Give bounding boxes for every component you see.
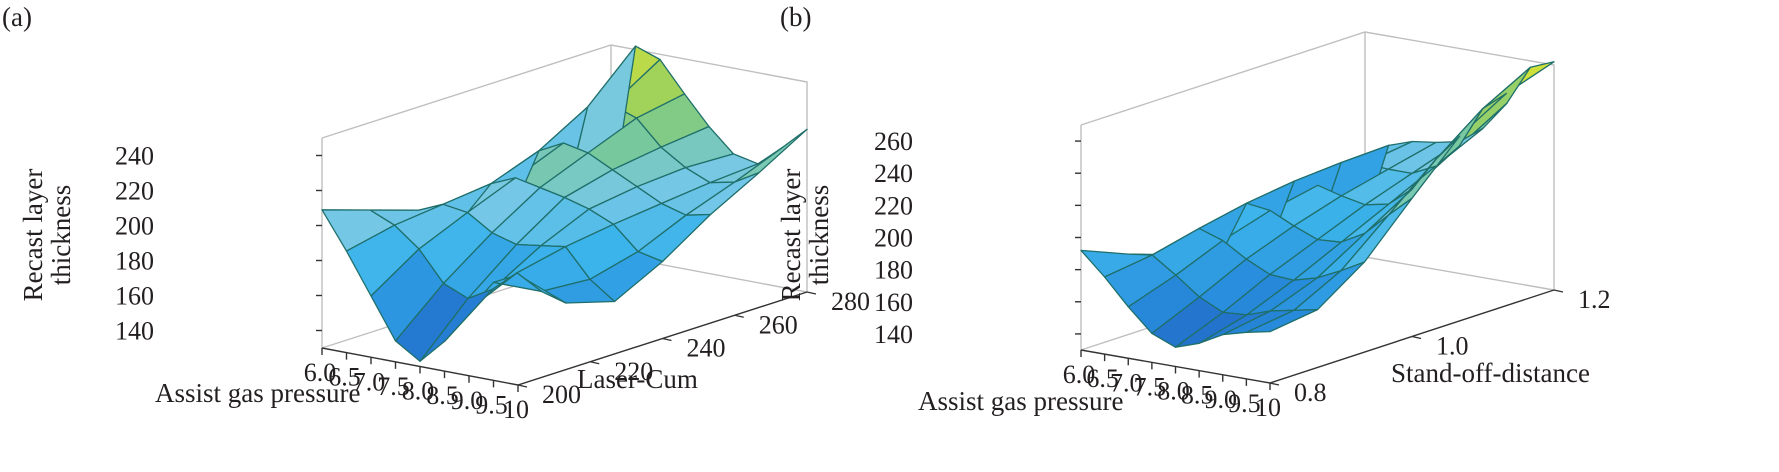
x-tick-label: 9.5 — [475, 390, 508, 419]
x-tick-label: 7.0 — [1110, 368, 1143, 397]
z-axis-label-line: Recast layer — [776, 169, 806, 302]
x-tick-label: 8.0 — [1157, 377, 1190, 406]
y-tick-label: 280 — [831, 287, 870, 316]
x-tick-label: 8.5 — [1181, 381, 1214, 410]
y-tick-label: 0.8 — [1294, 378, 1327, 407]
y-tick-label: 260 — [759, 310, 798, 339]
x-tick-label: 9.5 — [1228, 389, 1261, 418]
z-tick-label: 180 — [874, 256, 913, 285]
x-tick-label: 8.5 — [426, 381, 459, 410]
x-tick-label: 7.0 — [353, 367, 386, 396]
y-tick-mark — [517, 384, 528, 388]
y-tick-mark — [1411, 335, 1422, 340]
y-tick-label: 1.2 — [1578, 285, 1611, 314]
z-tick-label: 200 — [115, 212, 154, 241]
y-tick-label: 220 — [614, 357, 653, 386]
z-tick-label: 160 — [874, 288, 913, 317]
chart-panel-b: 1401601802002202402606.06.57.07.58.08.59… — [776, 2, 1611, 422]
z-tick-label: 240 — [874, 159, 913, 188]
y-tick-mark — [806, 291, 817, 295]
x-tick-label: 6.5 — [328, 363, 361, 392]
y-tick-mark — [1269, 382, 1280, 386]
x-axis-label: Assist gas pressure — [155, 378, 360, 408]
z-tick-label: 260 — [874, 127, 913, 156]
x-tick-label: 6.0 — [1063, 360, 1096, 389]
x-tick-label: 6.0 — [304, 358, 337, 387]
y-tick-label: 200 — [542, 380, 581, 409]
chart-panel-a: 140 160 180 200 220 240 6.06.57.07.58.08.59.09… — [2, 2, 870, 424]
surface-cell-0-4 — [419, 288, 494, 362]
x-axis-label: Assist gas pressure — [918, 386, 1123, 416]
y-tick-label: 1.0 — [1436, 332, 1469, 361]
z-axis-label: Recast layerthickness — [776, 169, 834, 302]
x-tick-label: 7.5 — [1134, 372, 1167, 401]
z-tick-label: 220 — [874, 191, 913, 220]
z-tick-label: 220 — [115, 177, 154, 206]
surface — [321, 45, 808, 362]
z-tick-label: 160 — [115, 282, 154, 311]
y-tick-mark — [662, 337, 672, 342]
x-tick-label: 9.0 — [451, 386, 484, 415]
z-tick-label: 140 — [874, 320, 913, 349]
y-tick-mark — [1553, 289, 1564, 293]
surface — [1080, 61, 1555, 348]
z-tick-label: 240 — [115, 142, 154, 171]
y-tick-mark — [590, 361, 600, 365]
panel-label: (b) — [780, 2, 811, 32]
z-tick-label: 200 — [874, 224, 913, 253]
z-tick-label: 140 — [115, 317, 154, 346]
x-tick-label: 10 — [503, 395, 529, 424]
panel-label: (a) — [2, 2, 32, 32]
z-axis-label-line: Recast layer — [18, 169, 48, 302]
x-tick-label: 6.5 — [1086, 364, 1119, 393]
x-tick-label: 8.0 — [402, 377, 435, 406]
surface-cell-0-4 — [1174, 311, 1248, 348]
z-axis-label-line: thickness — [46, 185, 76, 286]
z-axis-label: Recast layerthickness — [18, 169, 76, 302]
z-axis-label-line: thickness — [804, 185, 834, 286]
y-tick-mark — [734, 314, 744, 318]
y-axis-label: Laser-Cum — [577, 364, 698, 394]
x-tick-label: 7.5 — [377, 372, 410, 401]
z-tick-label: 180 — [115, 247, 154, 276]
x-tick-label: 10 — [1255, 393, 1281, 422]
x-tick-label: 9.0 — [1205, 385, 1238, 414]
y-tick-label: 240 — [687, 334, 726, 363]
y-axis-label: Stand-off-distance — [1391, 358, 1590, 388]
surface-cell-5-6 — [1458, 66, 1532, 147]
